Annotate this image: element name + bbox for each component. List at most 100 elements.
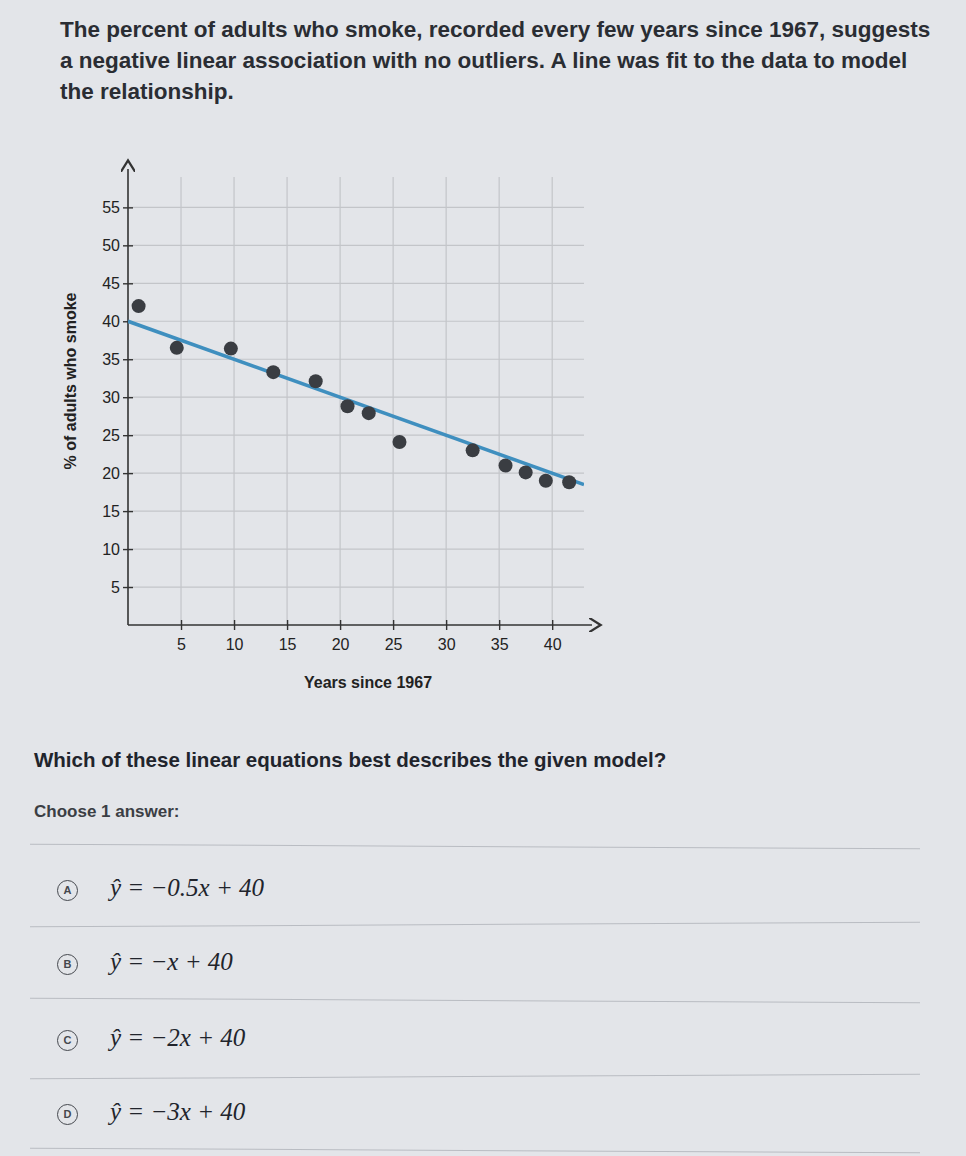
x-tick: 40 [544, 620, 562, 653]
y-tick-label: 15 [102, 503, 120, 520]
y-tick-mark [123, 511, 133, 512]
x-tick-label: 40 [544, 636, 562, 653]
x-tick-label: 30 [438, 636, 456, 653]
data-point [466, 443, 480, 457]
grid-line-x [180, 177, 181, 625]
grid-line-y [128, 511, 584, 512]
grid-line-y [128, 435, 584, 436]
separator [30, 998, 920, 1004]
y-tick-label: 50 [102, 237, 120, 254]
y-tick: 10 [102, 541, 133, 558]
data-point [309, 374, 323, 388]
x-axis-title: Years since 1967 [304, 674, 432, 691]
grid-line-y [128, 245, 584, 246]
data-point [266, 365, 280, 379]
choice-equation[interactable]: ŷ = −0.5x + 40 [110, 874, 264, 902]
y-tick-label: 55 [102, 199, 120, 216]
x-tick: 10 [226, 620, 244, 653]
grid-line-y [128, 321, 584, 322]
data-point [341, 399, 355, 413]
data-point [170, 341, 184, 355]
plot-marks [128, 299, 584, 489]
y-tick: 15 [102, 503, 133, 520]
y-tick-mark [123, 397, 133, 398]
x-tick-mark [393, 620, 394, 630]
choice-letter[interactable]: B [57, 954, 78, 975]
grid-line-y [128, 359, 584, 360]
separator [30, 844, 920, 850]
y-tick-label: 45 [102, 275, 120, 292]
y-tick-mark [123, 435, 133, 436]
y-tick-mark [123, 245, 133, 246]
y-axis-line [127, 169, 129, 625]
x-tick-mark [552, 620, 553, 630]
y-tick-mark [123, 283, 133, 284]
grid-line-y [128, 207, 584, 208]
x-tick-label: 5 [177, 636, 186, 653]
y-tick-mark [123, 207, 133, 208]
x-tick-mark [446, 620, 447, 630]
x-tick-label: 35 [491, 636, 509, 653]
data-point [499, 459, 513, 473]
x-tick-mark [340, 620, 341, 630]
data-point [519, 465, 533, 479]
x-tick-mark [181, 620, 182, 630]
grid [128, 177, 584, 625]
x-axis: 5 10 15 20 25 30 35 40 [128, 620, 592, 653]
choice-equation[interactable]: ŷ = −3x + 40 [110, 1098, 245, 1126]
y-tick: 25 [102, 427, 133, 444]
y-tick-label: 25 [102, 427, 120, 444]
y-tick-label: 35 [102, 351, 120, 368]
prompt-text: Which of these linear equations best des… [34, 748, 666, 772]
grid-line-y [128, 586, 584, 587]
y-tick-label: 20 [102, 465, 120, 482]
x-tick: 25 [385, 620, 403, 653]
y-tick: 50 [102, 237, 133, 254]
y-axis: 5 10 15 20 25 30 35 40 45 50 55 [102, 169, 133, 625]
choice-letter[interactable]: C [57, 1030, 78, 1051]
grid-line-x [499, 177, 500, 625]
grid-line-x [286, 177, 287, 625]
choice-equation[interactable]: ŷ = −2x + 40 [110, 1024, 245, 1052]
y-tick: 45 [102, 275, 133, 292]
x-tick: 35 [491, 620, 509, 653]
y-tick-mark [123, 587, 133, 588]
y-tick-label: 10 [102, 541, 120, 558]
x-tick-mark [234, 620, 235, 630]
y-tick: 35 [102, 351, 133, 368]
separator [30, 1074, 920, 1080]
x-tick: 5 [177, 620, 186, 653]
grid-line-y [128, 473, 584, 474]
grid-line-y [128, 283, 584, 284]
y-tick: 55 [102, 199, 133, 216]
data-point [224, 342, 238, 356]
y-tick-label: 5 [111, 579, 120, 596]
x-tick: 15 [279, 620, 297, 653]
x-tick-label: 20 [332, 636, 350, 653]
intro-text: The percent of adults who smoke, recorde… [60, 14, 940, 107]
y-tick-label: 40 [102, 313, 120, 330]
choice-letter[interactable]: A [57, 880, 78, 901]
grid-line-y [128, 548, 584, 549]
chart: 5 10 15 20 25 30 35 40 5 10 15 20 25 30 35 40 45 50 55 Year… [0, 0, 966, 1156]
separator [30, 922, 920, 928]
grid-line-x [233, 177, 234, 625]
y-tick-mark [123, 549, 133, 550]
x-tick-label: 25 [385, 636, 403, 653]
x-tick-mark [287, 620, 288, 630]
choice-letter[interactable]: D [57, 1104, 78, 1125]
data-point [362, 406, 376, 420]
data-point [539, 474, 553, 488]
y-tick-label: 30 [102, 389, 120, 406]
x-tick: 30 [438, 620, 456, 653]
choice-equation[interactable]: ŷ = −x + 40 [110, 948, 233, 976]
grid-line-x [446, 177, 447, 625]
x-tick-mark [499, 620, 500, 630]
grid-line-x [393, 177, 394, 625]
y-tick-mark [123, 359, 133, 360]
y-tick: 30 [102, 389, 133, 406]
x-tick: 20 [332, 620, 350, 653]
instruction-text: Choose 1 answer: [34, 802, 180, 822]
x-tick-label: 15 [279, 636, 297, 653]
fit-line [128, 321, 584, 484]
